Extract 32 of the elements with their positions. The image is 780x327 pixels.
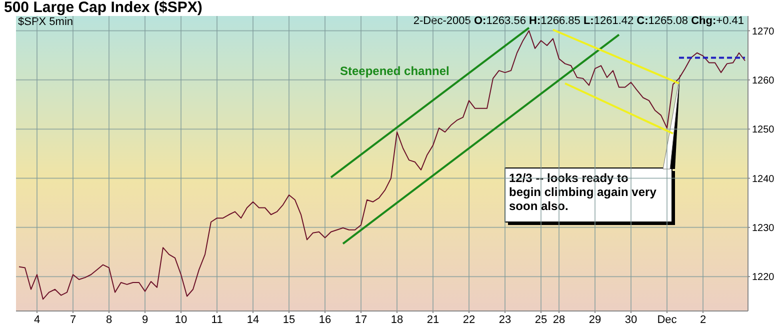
line-series (18, 30, 746, 300)
x-tick-label: 10 (174, 314, 188, 326)
chart-subtitle: $SPX 5min (18, 16, 74, 28)
x-tick-label: 29 (588, 314, 602, 326)
x-tick-label: 7 (70, 314, 76, 326)
x-tick-label: 16 (318, 314, 332, 326)
x-tick-label: 17 (354, 314, 368, 326)
x-tick-label: 25 (534, 314, 548, 326)
y-tick-label: 1230 (752, 222, 775, 234)
x-tick-label: 8 (106, 314, 112, 326)
y-tick-label: 1260 (752, 75, 775, 86)
x-tick-label: 11 (211, 314, 223, 326)
x-tick-label: 23 (498, 314, 512, 326)
annotation: Steepened channel (340, 64, 450, 78)
y-tick-label: 1270 (752, 26, 775, 38)
x-tick-label: 14 (246, 314, 260, 326)
y-tick-label: 1250 (752, 124, 775, 136)
x-tick-label: 28 (552, 314, 566, 326)
x-tick-label: 15 (282, 314, 296, 326)
x-tick-label: 4 (34, 314, 40, 326)
chart-title: 500 Large Cap Index ($SPX) (4, 0, 202, 16)
x-tick-label: Dec (657, 314, 678, 326)
x-tick-label: 2 (700, 314, 706, 326)
x-tick-label: 18 (390, 314, 404, 326)
y-tick-label: 1240 (752, 174, 775, 185)
x-tick-label: 30 (624, 314, 638, 326)
text: 2-Dec-2005 O:1263.56 H:1266.85 L:1261.42 C:1265.08 Chg:+0.41 (413, 15, 744, 27)
x-tick-label: 22 (462, 314, 476, 326)
x-tick-label: 21 (426, 314, 440, 326)
x-tick-label: 9 (142, 314, 148, 326)
annotation: 12/3 -- looks ready to begin climbing again very soon also. (509, 171, 657, 213)
y-tick-label: 1220 (752, 272, 775, 284)
